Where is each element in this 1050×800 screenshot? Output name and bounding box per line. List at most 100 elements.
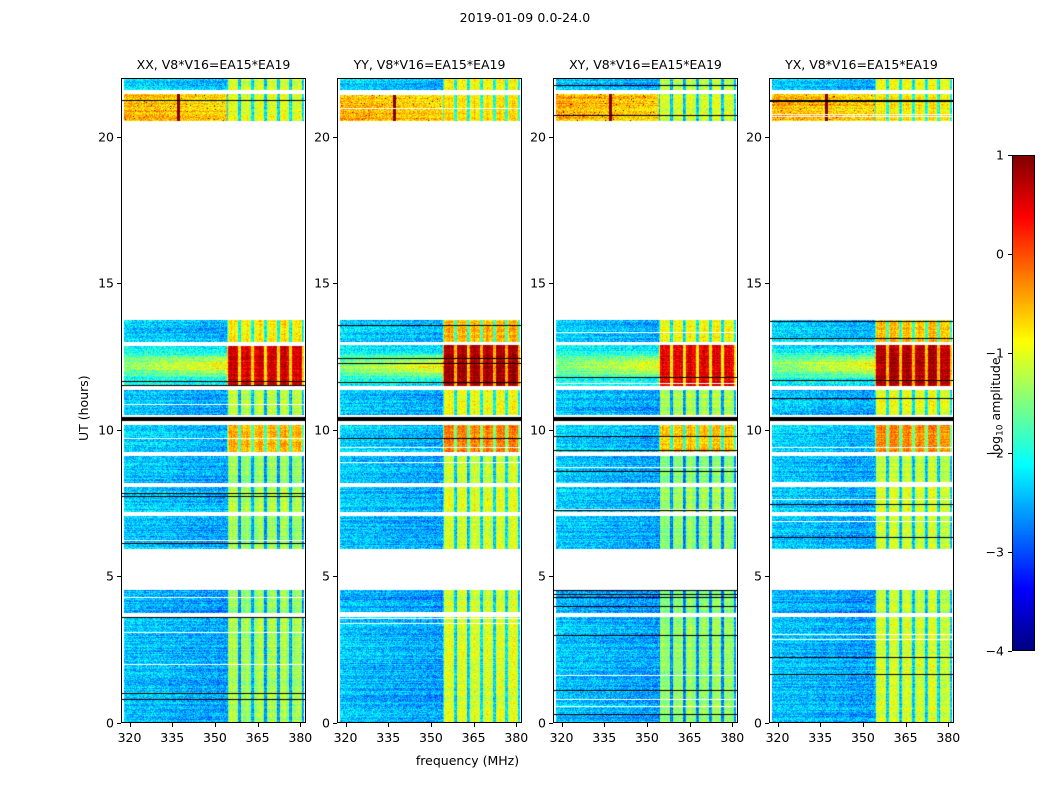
panel-frame-xy [553,78,738,723]
panel-frame-xx [121,78,306,723]
x-ticklabel-xx-365: 365 [245,730,270,745]
y-tick-xy-5 [549,576,553,578]
x-ticklabel-yx-380: 380 [936,730,961,745]
y-ticklabel-yx-15: 15 [746,275,762,291]
x-tick-xx-320 [129,723,131,727]
y-ticklabel-xy-5: 5 [538,568,546,584]
x-ticklabel-xy-320: 320 [549,730,574,745]
colorbar-ticklabel-1: 1 [996,147,1004,163]
x-tick-yx-320 [777,723,779,727]
y-tick-xx-10 [117,429,121,431]
panel-frame-yy [337,78,522,723]
colorbar-tick--3 [1008,551,1012,553]
x-ticklabel-yx-365: 365 [893,730,918,745]
y-tick-yx-10 [765,429,769,431]
y-tick-yy-15 [333,283,337,285]
x-tick-xy-350 [646,723,648,727]
spectrogram-xy [553,78,738,723]
x-ticklabel-xx-320: 320 [117,730,142,745]
colorbar-ticklabel-0: 0 [996,246,1004,262]
y-tick-yx-15 [765,283,769,285]
x-ticklabel-yy-350: 350 [418,730,443,745]
y-tick-yx-20 [765,136,769,138]
y-ticklabel-xx-5: 5 [106,568,114,584]
y-ticklabel-xx-0: 0 [106,715,114,731]
x-tick-xx-365 [257,723,259,727]
spectrogram-xx [121,78,306,723]
x-ticklabel-yx-350: 350 [850,730,875,745]
x-tick-xy-365 [689,723,691,727]
colorbar-tick-1 [1008,155,1012,156]
y-ticklabel-yx-20: 20 [746,129,762,145]
y-ticklabel-yx-5: 5 [754,568,762,584]
y-ticklabel-xy-0: 0 [538,715,546,731]
colorbar-label: log10 amplitude [988,357,1005,455]
x-ticklabel-xx-380: 380 [288,730,313,745]
x-ticklabel-yy-380: 380 [504,730,529,745]
y-tick-xx-15 [117,283,121,285]
x-tick-yy-350 [430,723,432,727]
y-tick-yy-5 [333,576,337,578]
y-ticklabel-yx-10: 10 [746,422,762,438]
panel-xx: XX, V8*V16=EA15*EA19 [121,57,306,723]
x-ticklabel-xx-335: 335 [160,730,185,745]
x-tick-xx-335 [172,723,174,727]
x-ticklabel-yy-365: 365 [461,730,486,745]
colorbar-gradient [1012,155,1035,651]
x-tick-yx-350 [862,723,864,727]
y-tick-yx-5 [765,576,769,578]
y-ticklabel-yy-0: 0 [322,715,330,731]
y-ticklabel-xy-20: 20 [530,129,546,145]
y-ticklabel-xy-15: 15 [530,275,546,291]
y-ticklabel-yy-10: 10 [314,422,330,438]
y-tick-xy-10 [549,429,553,431]
y-tick-yy-20 [333,136,337,138]
panel-title-xx: XX, V8*V16=EA15*EA19 [136,57,291,72]
y-ticklabel-yy-20: 20 [314,129,330,145]
x-ticklabel-yy-320: 320 [333,730,358,745]
x-tick-xx-380 [300,723,302,727]
y-tick-yx-0 [765,723,769,724]
x-tick-xy-320 [561,723,563,727]
colorbar-tick--4 [1008,651,1012,652]
x-tick-xx-350 [214,723,216,727]
x-ticklabel-xy-365: 365 [677,730,702,745]
colorbar [1012,155,1035,651]
panel-title-xy: XY, V8*V16=EA15*EA19 [569,57,722,72]
x-tick-xy-335 [604,723,606,727]
x-ticklabel-xx-350: 350 [202,730,227,745]
y-tick-xy-20 [549,136,553,138]
y-tick-xy-0 [549,723,553,724]
colorbar-label-suffix: amplitude [988,357,1003,425]
panel-title-yy: YY, V8*V16=EA15*EA19 [353,57,506,72]
colorbar-tick--2 [1008,452,1012,454]
y-ticklabel-yy-5: 5 [322,568,330,584]
colorbar-frame [1012,155,1035,651]
y-tick-xy-15 [549,283,553,285]
y-ticklabel-xx-15: 15 [98,275,114,291]
x-ticklabel-yx-320: 320 [765,730,790,745]
colorbar-tick--1 [1008,353,1012,355]
x-ticklabel-yx-335: 335 [808,730,833,745]
colorbar-label-prefix: log [988,435,1003,455]
colorbar-ticklabel--1: −1 [985,345,1004,361]
figure-suptitle: 2019-01-09 0.0-24.0 [459,10,591,25]
x-tick-yx-380 [948,723,950,727]
colorbar-label-subscript: 10 [995,424,1006,436]
y-tick-yy-0 [333,723,337,724]
panel-frame-yx [769,78,954,723]
x-axis-label: frequency (MHz) [415,753,520,768]
y-ticklabel-xy-10: 10 [530,422,546,438]
x-tick-yx-335 [820,723,822,727]
colorbar-ticklabel--2: −2 [985,445,1004,461]
colorbar-tick-0 [1008,254,1012,256]
x-tick-yy-365 [473,723,475,727]
y-tick-yy-10 [333,429,337,431]
y-ticklabel-xx-20: 20 [98,129,114,145]
x-tick-yy-380 [516,723,518,727]
x-tick-yx-365 [905,723,907,727]
spectrogram-yy [337,78,522,723]
x-ticklabel-yy-335: 335 [376,730,401,745]
y-tick-xx-20 [117,136,121,138]
